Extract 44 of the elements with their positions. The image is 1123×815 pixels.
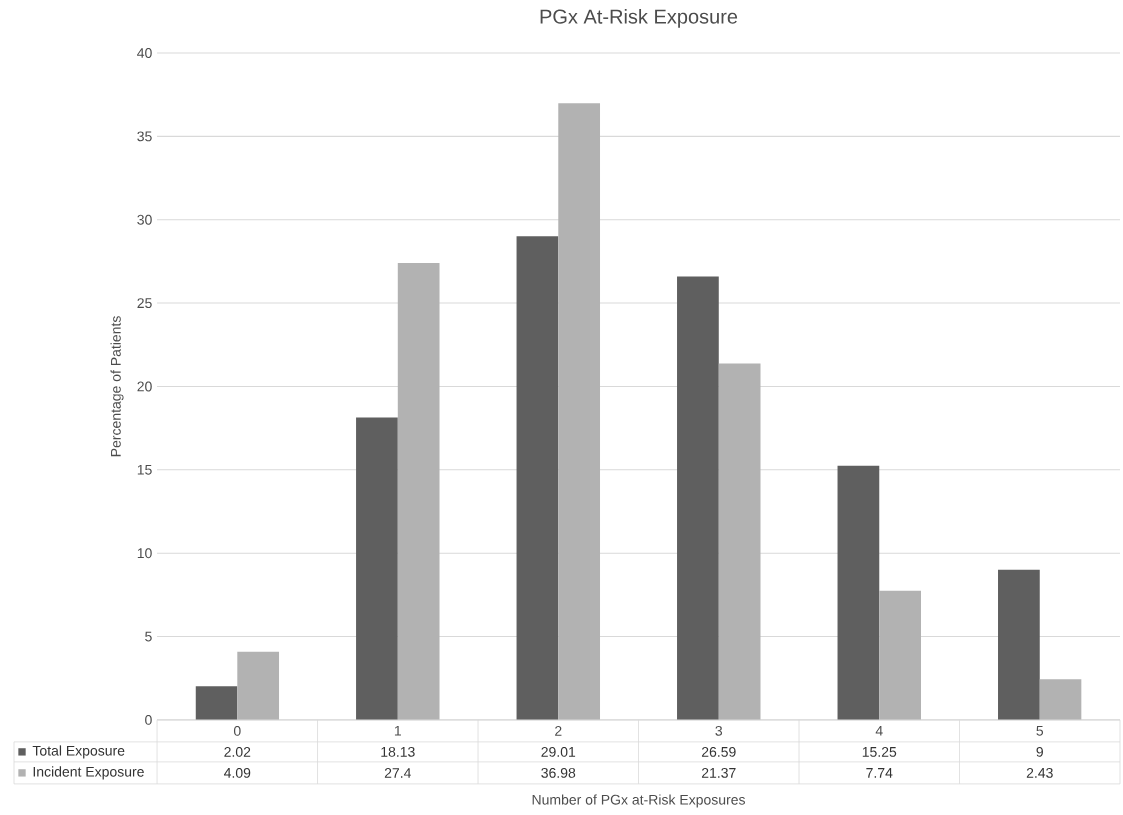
bar: [998, 569, 1040, 720]
data-label: 2.02: [224, 746, 251, 757]
chart-title: PGx At-Risk Exposure: [540, 9, 738, 28]
bar: [397, 263, 440, 720]
data-label: 36.98: [541, 767, 576, 778]
legend-label: Total Exposure: [32, 745, 125, 759]
bar: [516, 236, 559, 720]
data-label: 4.09: [223, 767, 251, 778]
data-label: 26.59: [701, 746, 736, 757]
data-label: 15.25: [862, 746, 897, 757]
bar: [195, 686, 238, 720]
data-label: 18.13: [381, 746, 415, 757]
data-label: 21.37: [701, 767, 736, 778]
bar: [837, 465, 880, 720]
y-tick-label: 5: [145, 631, 152, 642]
bar: [558, 103, 601, 720]
y-tick-label: 20: [137, 381, 152, 392]
x-tick-label: 1: [394, 725, 401, 736]
bar: [677, 276, 719, 720]
y-tick-label: 10: [137, 548, 152, 559]
bar: [237, 651, 280, 720]
x-tick-label: 5: [1036, 725, 1044, 736]
data-label: 9: [1036, 746, 1043, 757]
x-axis-title: Number of PGx at-Risk Exposures: [532, 794, 745, 808]
data-label: 29.01: [541, 746, 576, 757]
data-label: 27.4: [384, 768, 411, 778]
y-axis-title: Percentage of Patients: [110, 316, 124, 457]
data-label: 7.74: [866, 768, 893, 778]
y-tick-label: 35: [137, 131, 152, 142]
y-tick-label: 30: [137, 214, 152, 225]
y-tick-label: 25: [137, 298, 152, 309]
x-tick-label: 2: [555, 725, 562, 736]
data-label: 2.43: [1026, 767, 1053, 778]
legend-label: Incident Exposure: [33, 766, 144, 780]
y-tick-label: 40: [137, 48, 152, 59]
bar: [718, 363, 761, 720]
bar: [1039, 679, 1082, 720]
bar: [879, 590, 921, 720]
y-tick-label: 15: [137, 464, 152, 475]
y-tick-label: 0: [145, 714, 152, 725]
x-tick-label: 0: [233, 725, 241, 736]
x-tick-label: 3: [715, 725, 723, 736]
bar: [356, 417, 398, 720]
x-tick-label: 4: [875, 725, 883, 736]
